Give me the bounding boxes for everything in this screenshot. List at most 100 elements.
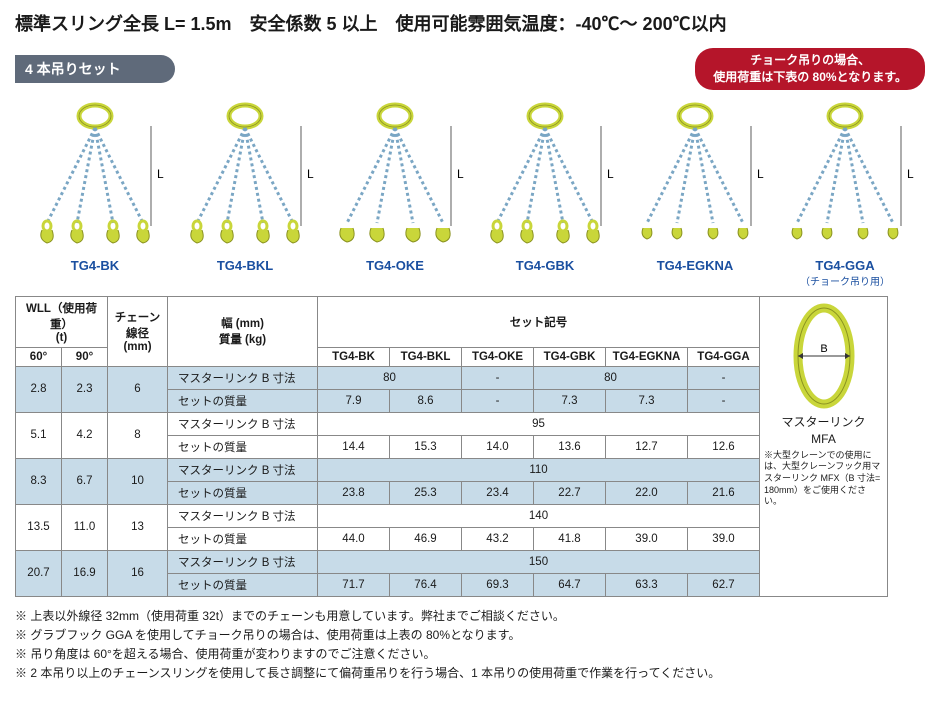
cell-m: 71.7 [318,573,390,596]
cell-m: - [688,389,760,412]
cell-m: 23.8 [318,481,390,504]
hdr-c1: TG4-BK [318,347,390,366]
section-tab: 4 本吊りセット [15,55,175,83]
product-TG4-OKE: L TG4-OKE [321,98,469,288]
cell-m: 22.0 [606,481,688,504]
warning-badge: チョーク吊りの場合、 使用荷重は下表の 80%となります。 [695,48,925,90]
hdr-c3: TG4-OKE [462,347,534,366]
cell-label-b: マスターリンク B 寸法 [168,550,318,573]
side-box: B マスターリンク MFA ※大型クレーンでの使用には、大型クレーンフック用マス… [760,296,888,597]
cell-label-m: セットの質量 [168,481,318,504]
product-label: TG4-GBK [471,258,619,273]
hdr-90: 90° [62,347,108,366]
cell-w60: 8.3 [16,458,62,504]
cell-m: 25.3 [390,481,462,504]
footnotes: 上表以外線径 32mm（使用荷重 32t）までのチェーンも用意しています。弊社ま… [15,607,925,684]
cell-m: 22.7 [534,481,606,504]
badge-line1: チョーク吊りの場合、 [750,53,870,67]
product-TG4-EGKNA: L TG4-EGKNA [621,98,769,288]
badge-line2: 使用荷重は下表の 80%となります。 [713,70,907,84]
cell-w90: 16.9 [62,550,108,596]
cell-m: 7.9 [318,389,390,412]
cell-b: - [462,366,534,389]
cell-m: 44.0 [318,527,390,550]
cell-b: 150 [318,550,760,573]
cell-m: 8.6 [390,389,462,412]
cell-chain: 10 [108,458,168,504]
product-label: TG4-OKE [321,258,469,273]
hdr-wll: WLL（使用荷重）(t) [16,296,108,347]
cell-m: 15.3 [390,435,462,458]
svg-text:L: L [757,167,764,181]
cell-w90: 4.2 [62,412,108,458]
cell-m: 7.3 [606,389,688,412]
cell-m: 13.6 [534,435,606,458]
hdr-c2: TG4-BKL [390,347,462,366]
page-title: 標準スリング全長 L= 1.5m 安全係数 5 以上 使用可能雰囲気温度：-40… [15,10,925,36]
footnote: グラブフック GGA を使用してチョーク吊りの場合は、使用荷重は上表の 80%と… [15,626,925,645]
svg-text:L: L [607,167,614,181]
product-TG4-BK: L TG4-BK [21,98,169,288]
cell-w60: 5.1 [16,412,62,458]
cell-w90: 11.0 [62,504,108,550]
cell-m: 21.6 [688,481,760,504]
cell-m: 41.8 [534,527,606,550]
hdr-c6: TG4-GGA [688,347,760,366]
cell-m: 12.6 [688,435,760,458]
svg-text:L: L [457,167,464,181]
cell-m: 39.0 [606,527,688,550]
cell-b: 95 [318,412,760,435]
cell-m: 39.0 [688,527,760,550]
footnote: 吊り角度は 60°を超える場合、使用荷重が変わりますのでご注意ください。 [15,645,925,664]
cell-label-b: マスターリンク B 寸法 [168,412,318,435]
cell-m: 43.2 [462,527,534,550]
cell-m: 7.3 [534,389,606,412]
cell-m: 64.7 [534,573,606,596]
hdr-c5: TG4-EGKNA [606,347,688,366]
product-label: TG4-BKL [171,258,319,273]
cell-chain: 8 [108,412,168,458]
cell-m: 69.3 [462,573,534,596]
table-wrap: WLL（使用荷重）(t) チェーン線径(mm) 幅 (mm)質量 (kg) セッ… [15,296,925,597]
side-title-2: MFA [811,432,836,446]
cell-m: 76.4 [390,573,462,596]
cell-w60: 2.8 [16,366,62,412]
cell-b: - [688,366,760,389]
cell-label-b: マスターリンク B 寸法 [168,458,318,481]
cell-b: 140 [318,504,760,527]
cell-chain: 16 [108,550,168,596]
product-label: TG4-GGA [771,258,919,273]
cell-label-b: マスターリンク B 寸法 [168,504,318,527]
side-title-1: マスターリンク [781,413,865,430]
footnote: 上表以外線径 32mm（使用荷重 32t）までのチェーンも用意しています。弊社ま… [15,607,925,626]
cell-w60: 13.5 [16,504,62,550]
spec-table: WLL（使用荷重）(t) チェーン線径(mm) 幅 (mm)質量 (kg) セッ… [15,296,760,597]
hdr-c4: TG4-GBK [534,347,606,366]
cell-w90: 2.3 [62,366,108,412]
product-TG4-GBK: L TG4-GBK [471,98,619,288]
svg-text:L: L [907,167,914,181]
footnote: 2 本吊り以上のチェーンスリングを使用して長さ調整にて偏荷重吊りを行う場合、1 … [15,664,925,683]
side-note: ※大型クレーンでの使用には、大型クレーンフック用マスターリンク MFX（B 寸法… [764,450,883,508]
hdr-width: 幅 (mm)質量 (kg) [168,296,318,366]
product-label: TG4-BK [21,258,169,273]
cell-m: 46.9 [390,527,462,550]
cell-label-m: セットの質量 [168,435,318,458]
cell-w90: 6.7 [62,458,108,504]
cell-label-m: セットの質量 [168,573,318,596]
cell-label-b: マスターリンク B 寸法 [168,366,318,389]
cell-m: - [462,389,534,412]
cell-m: 62.7 [688,573,760,596]
product-TG4-BKL: L TG4-BKL [171,98,319,288]
header-row: 4 本吊りセット チョーク吊りの場合、 使用荷重は下表の 80%となります。 [15,48,925,90]
svg-text:L: L [157,167,164,181]
cell-b: 80 [534,366,688,389]
cell-m: 63.3 [606,573,688,596]
cell-m: 14.4 [318,435,390,458]
cell-label-m: セットの質量 [168,389,318,412]
cell-m: 12.7 [606,435,688,458]
cell-b: 80 [318,366,462,389]
product-row: L TG4-BK L TG4-BKL L TG4-OKE L TG4-GBK L… [15,98,925,288]
cell-m: 23.4 [462,481,534,504]
product-sublabel: （チョーク吊り用） [771,273,919,288]
